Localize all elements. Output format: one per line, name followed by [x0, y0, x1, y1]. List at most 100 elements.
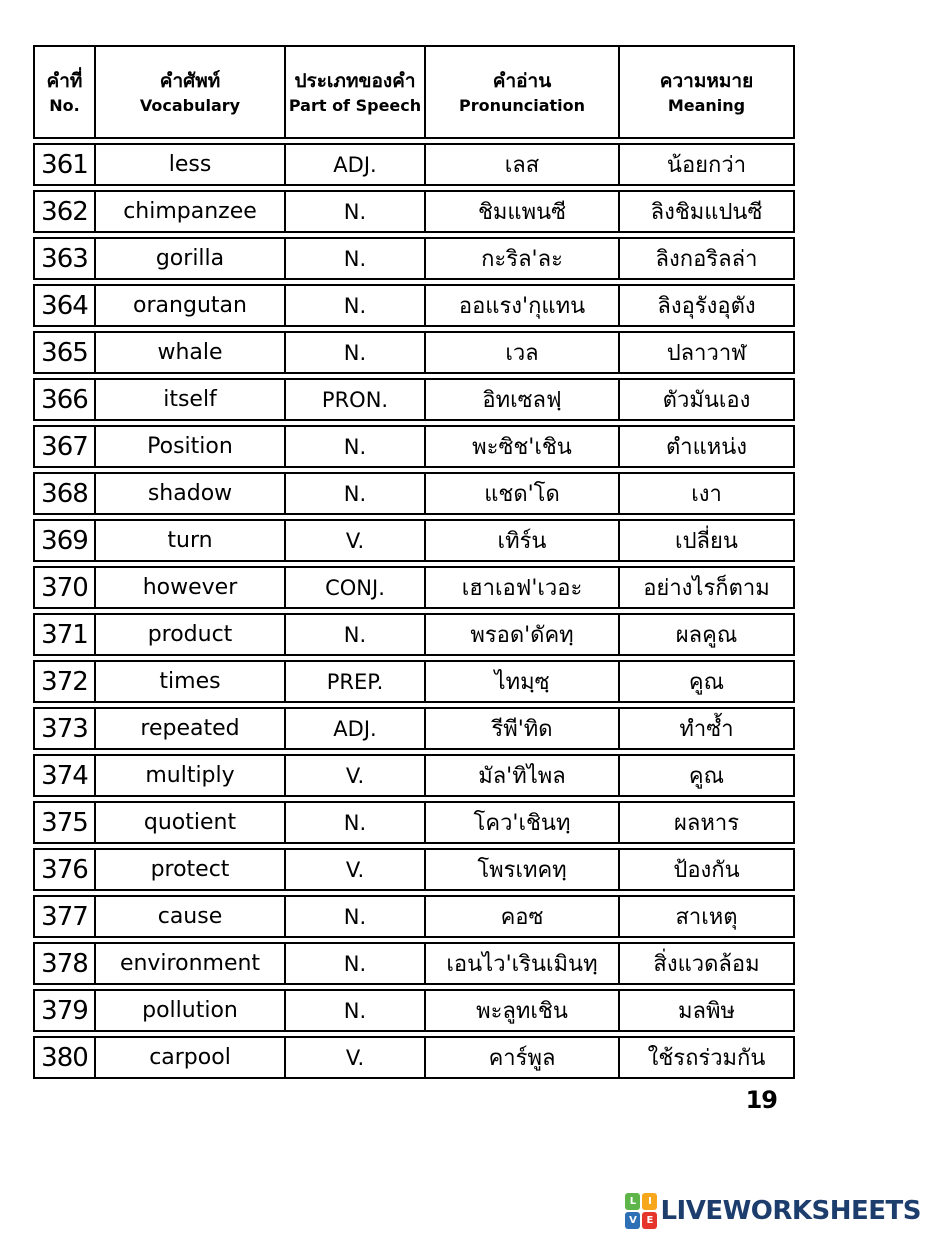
cell-meaning: ทำซ้ำ — [618, 707, 795, 750]
cell-pronunciation: โคว'เชินทฺ — [424, 801, 620, 844]
cell-meaning: เงา — [618, 472, 795, 515]
cell-vocabulary: shadow — [94, 472, 286, 515]
header-vocabulary-english: Vocabulary — [139, 96, 241, 116]
logo-tile: E — [642, 1212, 658, 1229]
cell-pronunciation: กะริล'ละ — [424, 237, 620, 280]
table-row: 361 less ADJ. เลส น้อยกว่า — [33, 143, 799, 186]
table-row: 366 itself PRON. อิทเซลฟฺ ตัวมันเอง — [33, 378, 799, 421]
cell-number: 366 — [33, 378, 96, 421]
cell-vocabulary: however — [94, 566, 286, 609]
cell-meaning: ใช้รถร่วมกัน — [618, 1036, 795, 1079]
cell-meaning: สาเหตุ — [618, 895, 795, 938]
cell-vocabulary: gorilla — [94, 237, 286, 280]
cell-number: 379 — [33, 989, 96, 1032]
cell-vocabulary: less — [94, 143, 286, 186]
liveworksheets-logo-icon: L I V E — [625, 1193, 658, 1229]
table-body: 361 less ADJ. เลส น้อยกว่า 362 chimpanze… — [33, 143, 799, 1079]
cell-part-of-speech: ADJ. — [284, 707, 426, 750]
header-pronunciation-english: Pronunciation — [458, 96, 586, 116]
cell-part-of-speech: N. — [284, 190, 426, 233]
cell-number: 372 — [33, 660, 96, 703]
table-row: 375 quotient N. โคว'เชินทฺ ผลหาร — [33, 801, 799, 844]
cell-pronunciation: เลส — [424, 143, 620, 186]
cell-pronunciation: พะลูทเชิน — [424, 989, 620, 1032]
cell-meaning: เปลี่ยน — [618, 519, 795, 562]
cell-meaning: ตำแหน่ง — [618, 425, 795, 468]
header-no: คำที่ No. — [33, 45, 96, 139]
cell-meaning: ลิงกอริลล่า — [618, 237, 795, 280]
cell-pronunciation: เอนไว'เรินเมินทฺ — [424, 942, 620, 985]
logo-tile: L — [625, 1193, 641, 1210]
header-no-thai: คำที่ — [46, 69, 83, 92]
table-row: 369 turn V. เทิร์น เปลี่ยน — [33, 519, 799, 562]
cell-number: 367 — [33, 425, 96, 468]
cell-vocabulary: repeated — [94, 707, 286, 750]
cell-number: 371 — [33, 613, 96, 656]
cell-number: 361 — [33, 143, 96, 186]
cell-pronunciation: ไทมฺซฺ — [424, 660, 620, 703]
cell-vocabulary: protect — [94, 848, 286, 891]
cell-vocabulary: turn — [94, 519, 286, 562]
header-no-english: No. — [49, 96, 80, 116]
cell-pronunciation: พะซิช'เชิน — [424, 425, 620, 468]
cell-pronunciation: รีพี'ทิด — [424, 707, 620, 750]
cell-number: 374 — [33, 754, 96, 797]
liveworksheets-brand-text: LIVEWORKSHEETS — [660, 1196, 921, 1226]
table-row: 364 orangutan N. ออแรง'กุแทน ลิงอุรังอุต… — [33, 284, 799, 327]
cell-number: 377 — [33, 895, 96, 938]
cell-vocabulary: Position — [94, 425, 286, 468]
cell-pronunciation: แชด'โด — [424, 472, 620, 515]
cell-vocabulary: multiply — [94, 754, 286, 797]
table-row: 377 cause N. คอซ สาเหตุ — [33, 895, 799, 938]
cell-part-of-speech: CONJ. — [284, 566, 426, 609]
table-row: 378 environment N. เอนไว'เรินเมินทฺ สิ่ง… — [33, 942, 799, 985]
table-row: 379 pollution N. พะลูทเชิน มลพิษ — [33, 989, 799, 1032]
cell-pronunciation: คาร์พูล — [424, 1036, 620, 1079]
cell-pronunciation: ชิมแพนซี — [424, 190, 620, 233]
cell-meaning: อย่างไรก็ตาม — [618, 566, 795, 609]
cell-pronunciation: ออแรง'กุแทน — [424, 284, 620, 327]
logo-tile: I — [642, 1193, 658, 1210]
header-vocabulary: คำศัพท์ Vocabulary — [94, 45, 286, 139]
cell-part-of-speech: N. — [284, 801, 426, 844]
header-vocabulary-thai: คำศัพท์ — [159, 69, 221, 92]
cell-vocabulary: pollution — [94, 989, 286, 1032]
cell-part-of-speech: N. — [284, 989, 426, 1032]
cell-pronunciation: โพรเทคทฺ — [424, 848, 620, 891]
table-header-row: คำที่ No. คำศัพท์ Vocabulary ประเภทของคำ… — [33, 45, 799, 139]
table-row: 371 product N. พรอด'ดัคทฺ ผลคูณ — [33, 613, 799, 656]
cell-vocabulary: itself — [94, 378, 286, 421]
cell-number: 370 — [33, 566, 96, 609]
cell-vocabulary: cause — [94, 895, 286, 938]
cell-vocabulary: times — [94, 660, 286, 703]
cell-vocabulary: product — [94, 613, 286, 656]
cell-vocabulary: chimpanzee — [94, 190, 286, 233]
table-row: 365 whale N. เวล ปลาวาฬ — [33, 331, 799, 374]
cell-vocabulary: orangutan — [94, 284, 286, 327]
table-row: 374 multiply V. มัล'ทิไพล คูณ — [33, 754, 799, 797]
cell-pronunciation: คอซ — [424, 895, 620, 938]
table-row: 372 times PREP. ไทมฺซฺ คูณ — [33, 660, 799, 703]
cell-vocabulary: quotient — [94, 801, 286, 844]
header-part-of-speech-english: Part of Speech — [288, 96, 422, 116]
cell-meaning: ปลาวาฬ — [618, 331, 795, 374]
header-meaning: ความหมาย Meaning — [618, 45, 795, 139]
logo-tile: V — [625, 1212, 641, 1229]
cell-meaning: ลิงชิมแปนซี — [618, 190, 795, 233]
cell-part-of-speech: N. — [284, 895, 426, 938]
cell-pronunciation: เทิร์น — [424, 519, 620, 562]
cell-pronunciation: เวล — [424, 331, 620, 374]
cell-meaning: ผลหาร — [618, 801, 795, 844]
cell-pronunciation: อิทเซลฟฺ — [424, 378, 620, 421]
cell-meaning: ผลคูณ — [618, 613, 795, 656]
vocabulary-table: คำที่ No. คำศัพท์ Vocabulary ประเภทของคำ… — [33, 45, 799, 1079]
cell-number: 363 — [33, 237, 96, 280]
cell-number: 375 — [33, 801, 96, 844]
liveworksheets-logo[interactable]: L I V E LIVEWORKSHEETS — [625, 1193, 921, 1229]
cell-meaning: ตัวมันเอง — [618, 378, 795, 421]
cell-part-of-speech: N. — [284, 237, 426, 280]
table-row: 367 Position N. พะซิช'เชิน ตำแหน่ง — [33, 425, 799, 468]
table-row: 373 repeated ADJ. รีพี'ทิด ทำซ้ำ — [33, 707, 799, 750]
cell-meaning: น้อยกว่า — [618, 143, 795, 186]
